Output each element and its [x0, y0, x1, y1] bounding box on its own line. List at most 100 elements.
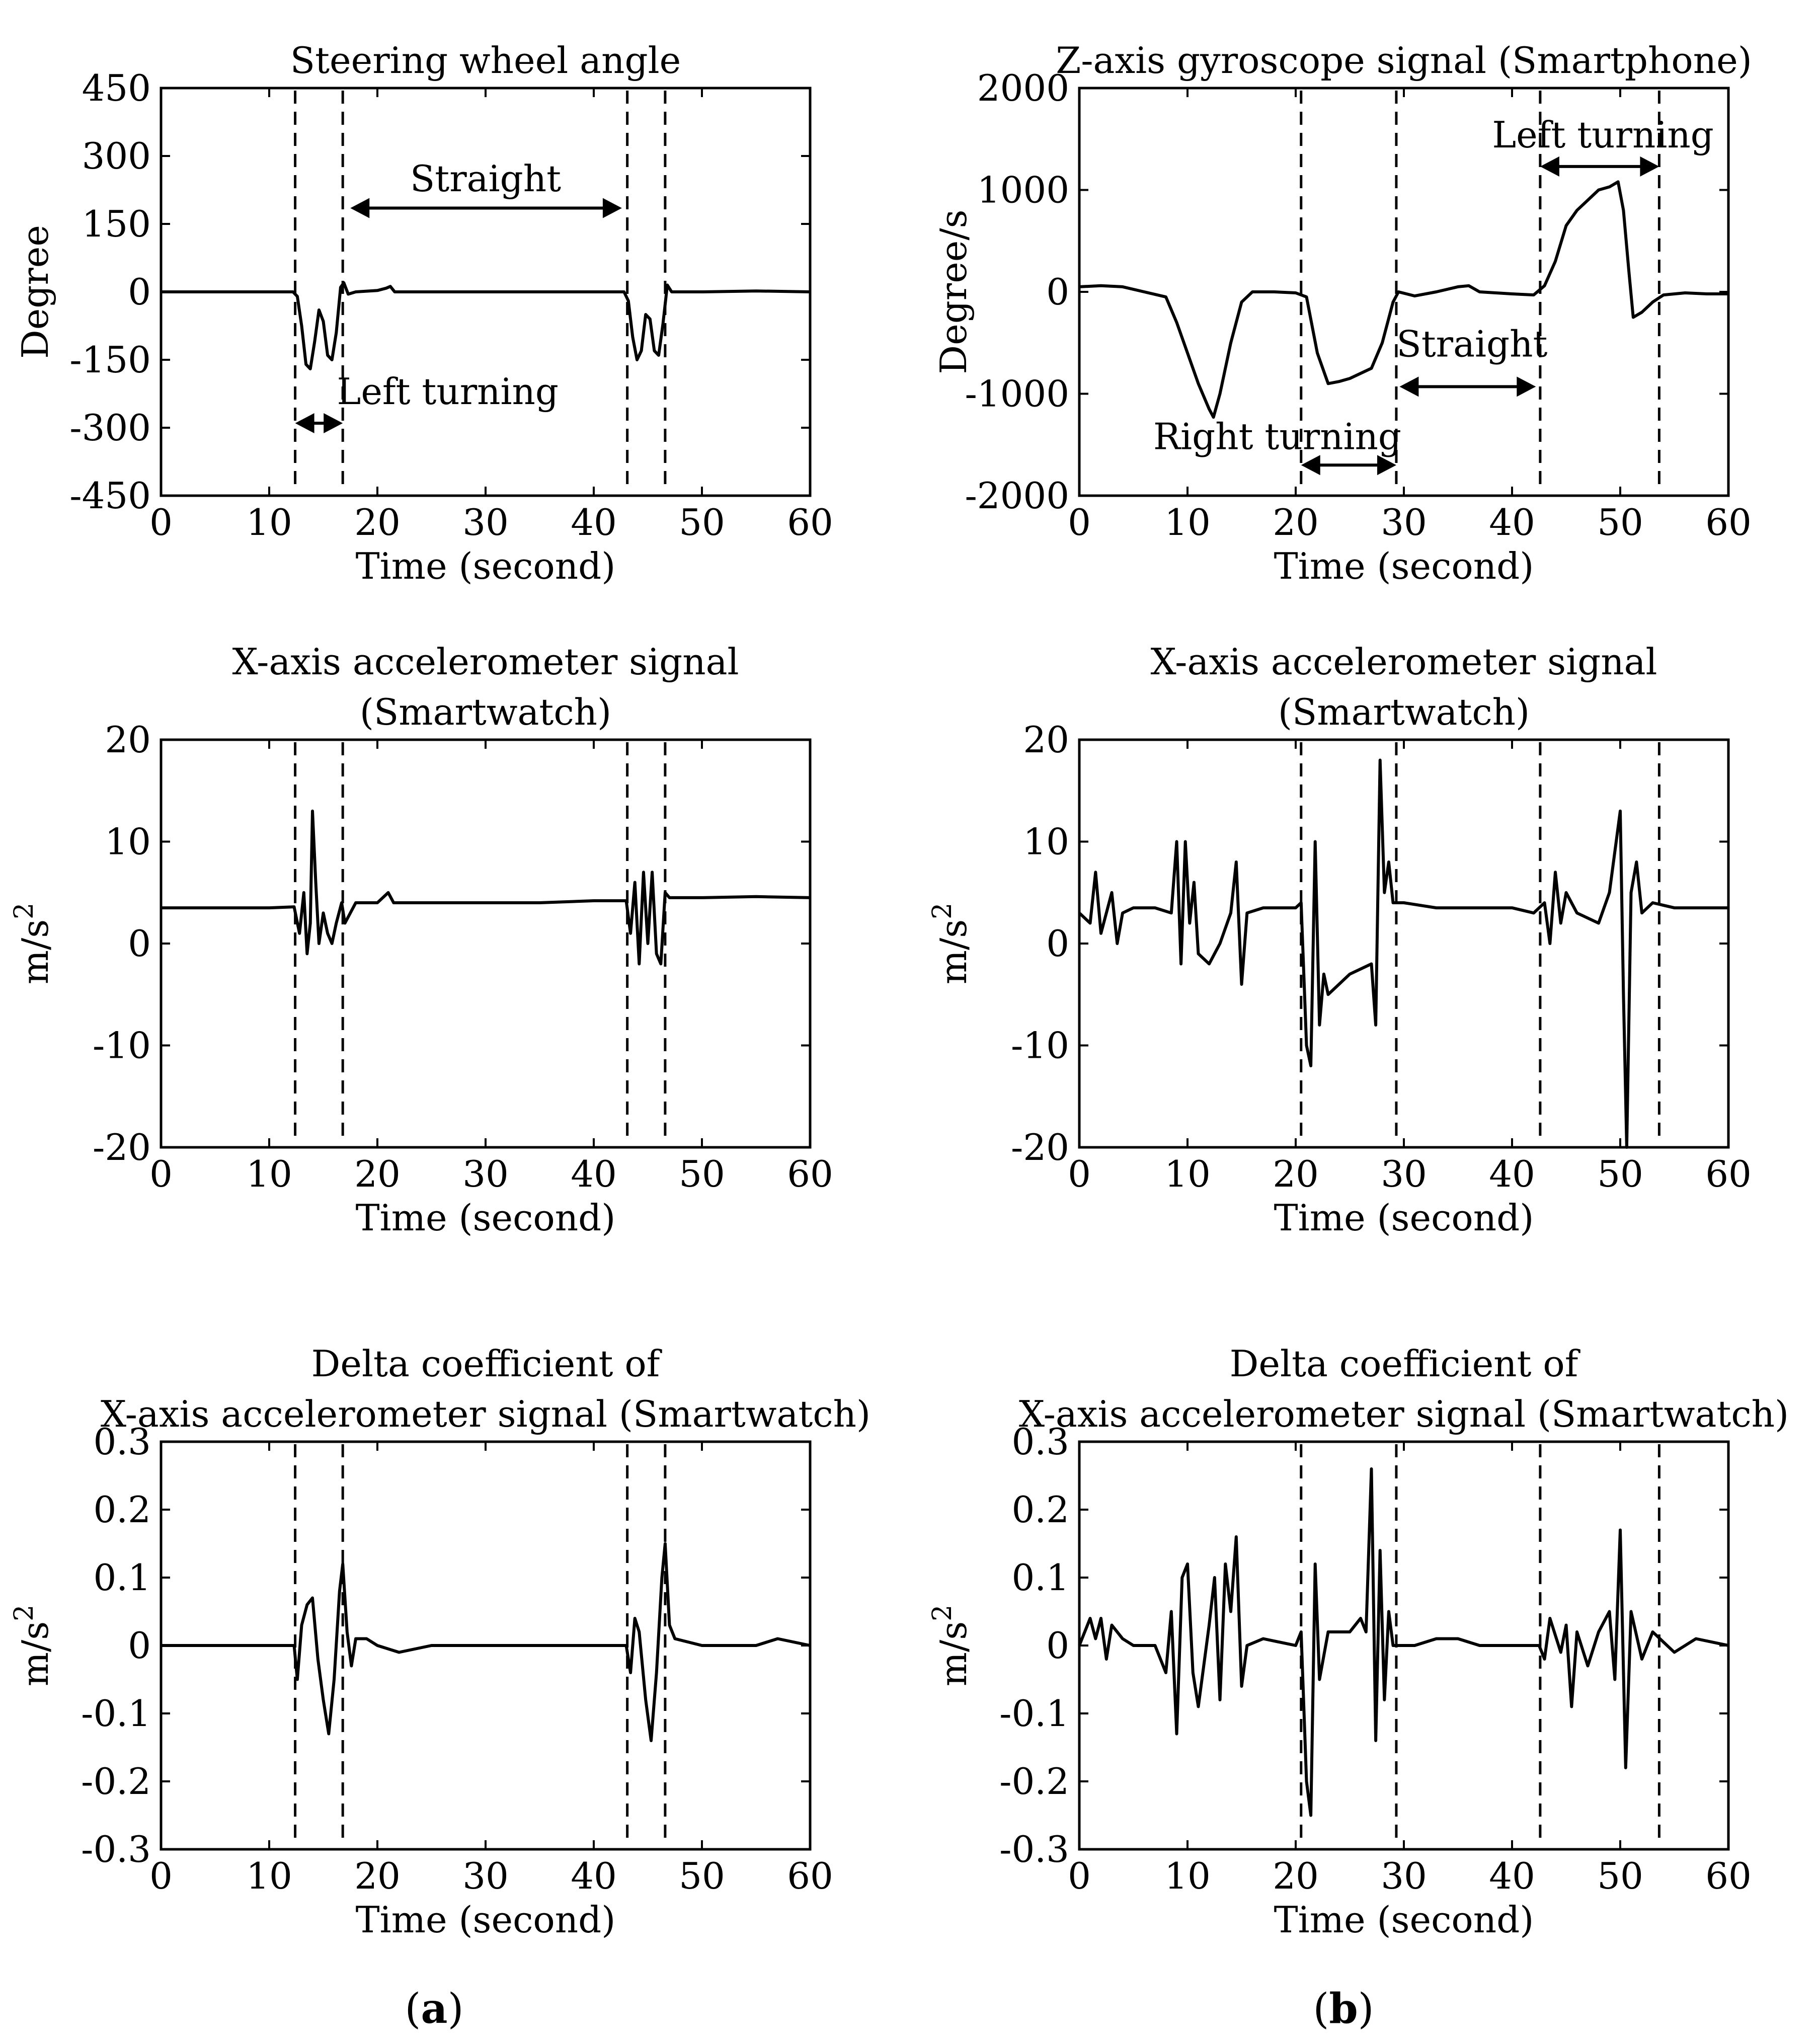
y-tick-label: 2000	[977, 67, 1069, 109]
x-tick-label: 20	[354, 1153, 401, 1195]
y-tick-label: -20	[1011, 1126, 1069, 1168]
y-axis-label: m/s2	[927, 903, 975, 985]
panel-label-b: (b)	[1313, 1985, 1374, 2033]
x-tick-label: 0	[1068, 1855, 1091, 1897]
y-tick-label: 0.2	[93, 1488, 151, 1531]
x-tick-label: 40	[571, 501, 617, 543]
chart-title: Delta coefficient of	[1230, 1343, 1580, 1385]
x-tick-label: 30	[1381, 1153, 1427, 1195]
plot-frame	[160, 738, 812, 1149]
annotation-arrow-head-left	[1301, 455, 1320, 476]
x-tick-label: 10	[246, 1153, 292, 1195]
chart-a1: Steering wheel angle 0 10 20 30 40 50 60 450 300 1…	[14, 39, 833, 587]
x-tick-label: 50	[679, 1153, 725, 1195]
x-axis-label: Time (second)	[356, 1899, 616, 1941]
y-tick-label: -0.2	[999, 1760, 1069, 1803]
annotation-label: Left turning	[337, 370, 559, 413]
x-tick-label: 30	[1381, 1855, 1427, 1897]
chart-b2: X-axis accelerometer signal (Smartwatch) 0…	[927, 641, 1752, 1239]
x-axis-label: Time (second)	[356, 1197, 616, 1239]
annotation-arrow-head-right	[1517, 376, 1536, 397]
series-line	[161, 281, 811, 370]
chart-title: Z-axis gyroscope signal (Smartphone)	[1056, 39, 1752, 82]
x-tick-label: 10	[1164, 1855, 1211, 1897]
y-tick-label: 0	[128, 1624, 151, 1667]
y-axis-label: m/s2	[927, 1605, 975, 1687]
y-tick-label: 1000	[977, 169, 1069, 211]
y-tick-label: 20	[105, 719, 151, 761]
y-tick-label: -10	[93, 1025, 151, 1067]
x-tick-label: 10	[1164, 1153, 1211, 1195]
x-tick-label: 60	[787, 1153, 833, 1195]
x-tick-label: 20	[1273, 1855, 1319, 1897]
y-tick-label: -10	[1011, 1025, 1069, 1067]
annotation-arrow-head-left	[1399, 376, 1419, 397]
x-tick-label: 20	[354, 1855, 401, 1897]
x-tick-label: 30	[462, 1153, 509, 1195]
x-tick-label: 20	[354, 501, 401, 543]
y-tick-label: 0	[1046, 1624, 1069, 1667]
chart-title: X-axis accelerometer signal	[232, 641, 739, 683]
x-tick-label: 50	[1597, 1153, 1643, 1195]
chart-b1: Z-axis gyroscope signal (Smartphone) 0 10 2…	[932, 39, 1752, 587]
y-tick-label: 20	[1023, 719, 1069, 761]
y-tick-label: 450	[82, 67, 151, 109]
x-tick-label: 10	[246, 501, 292, 543]
chart-title: Steering wheel angle	[290, 39, 681, 82]
x-tick-label: 60	[787, 501, 833, 543]
y-tick-label: 10	[105, 821, 151, 863]
x-tick-label: 40	[1489, 501, 1535, 543]
annotation-label: Straight	[1396, 323, 1547, 365]
x-tick-label: 60	[1705, 1855, 1752, 1897]
y-tick-label: -0.3	[81, 1828, 151, 1870]
x-tick-label: 0	[149, 1153, 173, 1195]
chart-title: X-axis accelerometer signal (Smartwatch)	[1019, 1393, 1789, 1435]
y-axis-label-superscript: 2	[927, 1605, 958, 1621]
annotation-arrow-head-left	[295, 413, 314, 433]
x-tick-label: 0	[1068, 1153, 1091, 1195]
series-line	[161, 809, 811, 966]
annotation-arrow-head-right	[602, 198, 622, 218]
y-tick-label: -20	[93, 1126, 151, 1168]
annotation-label: Straight	[410, 158, 561, 200]
series-line	[1078, 758, 1728, 1149]
y-tick-label: 150	[82, 203, 151, 245]
annotation-label: Left turning	[1492, 114, 1713, 156]
y-tick-label: -0.1	[999, 1692, 1069, 1735]
y-axis-label: m/s2	[9, 1605, 56, 1687]
y-tick-label: -2000	[965, 475, 1069, 517]
x-tick-label: 0	[149, 501, 173, 543]
y-tick-label: 0	[1046, 922, 1069, 965]
x-tick-label: 10	[1164, 501, 1211, 543]
annotation-arrow-head-right	[1640, 156, 1659, 177]
x-axis-label: Time (second)	[1274, 1899, 1534, 1941]
chart-title: Delta coefficient of	[311, 1343, 662, 1385]
y-tick-label: 0	[128, 271, 151, 313]
y-tick-label: 0.3	[93, 1421, 151, 1463]
x-tick-label: 50	[679, 1855, 725, 1897]
y-tick-label: 0.1	[93, 1556, 151, 1599]
y-tick-label: -0.2	[81, 1760, 151, 1803]
y-axis-label-superscript: 2	[9, 1605, 39, 1621]
chart-a2: X-axis accelerometer signal (Smartwatch) 0…	[9, 641, 833, 1239]
x-tick-label: 60	[1705, 501, 1752, 543]
chart-title: (Smartwatch)	[1278, 691, 1530, 733]
y-tick-label: -0.3	[999, 1828, 1069, 1870]
x-axis-label: Time (second)	[1274, 1197, 1534, 1239]
chart-title: X-axis accelerometer signal (Smartwatch)	[101, 1393, 871, 1435]
y-axis-label-superscript: 2	[9, 903, 39, 919]
chart-b3: Delta coefficient of X-axis accelerometer…	[927, 1343, 1789, 1941]
chart-title: (Smartwatch)	[360, 691, 611, 733]
y-tick-label: -150	[69, 339, 151, 381]
annotation-arrow-head-left	[1540, 156, 1559, 177]
annotation-arrow-head-right	[324, 413, 343, 433]
y-tick-label: 0.2	[1011, 1488, 1069, 1531]
annotation-arrow-head-right	[1377, 455, 1396, 476]
y-axis-label-superscript: 2	[927, 903, 958, 919]
x-tick-label: 30	[462, 501, 509, 543]
chart-title: X-axis accelerometer signal	[1150, 641, 1657, 683]
series-line	[161, 1542, 811, 1742]
x-tick-label: 40	[571, 1153, 617, 1195]
x-tick-label: 60	[1705, 1153, 1752, 1195]
